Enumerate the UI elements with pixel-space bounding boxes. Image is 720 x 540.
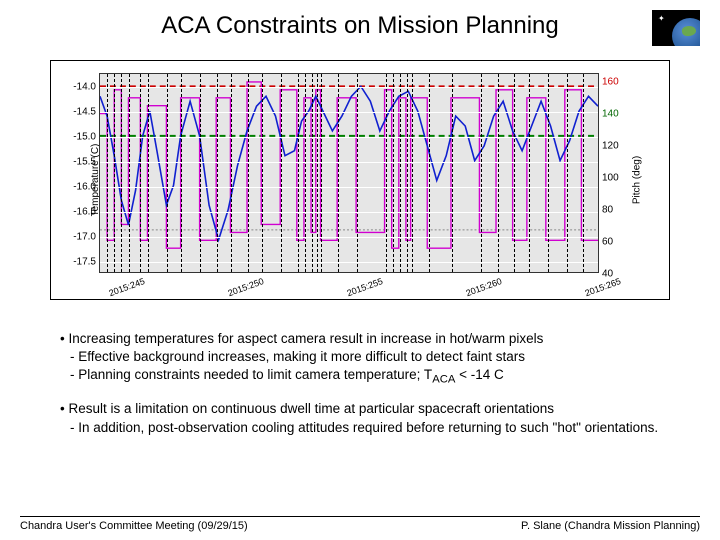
ytick-left: -15.5	[73, 156, 96, 167]
bullet-text: • Increasing temperatures for aspect cam…	[60, 330, 670, 449]
ytick-right: 80	[602, 205, 613, 216]
footer-right: P. Slane (Chandra Mission Planning)	[521, 520, 700, 532]
star-icon: ✦	[658, 14, 665, 23]
ytick-right: 100	[602, 173, 619, 184]
y-axis-right-label: Pitch (deg)	[631, 156, 642, 204]
bullet-1: • Increasing temperatures for aspect cam…	[60, 331, 543, 346]
ytick-right: 60	[602, 237, 613, 248]
xtick: 2015:245	[107, 276, 146, 298]
ytick-left: -14.0	[73, 81, 96, 92]
ytick-right: 120	[602, 141, 619, 152]
xtick: 2015:250	[226, 276, 265, 298]
bullet-1-sub2: - Planning constraints needed to limit c…	[70, 367, 504, 382]
bullet-2: • Result is a limitation on continuous d…	[60, 401, 554, 416]
footer: Chandra User's Committee Meeting (09/29/…	[20, 516, 700, 532]
ytick-left: -17.5	[73, 256, 96, 267]
ytick-right: 140	[602, 109, 619, 120]
bullet-1-sub1: - Effective background increases, making…	[70, 349, 525, 364]
chart-frame: Temperature (C) Pitch (deg) -14.0-14.5-1…	[50, 60, 670, 300]
slide: ACA Constraints on Mission Planning ✦ Te…	[0, 0, 720, 540]
logo: ✦	[652, 10, 700, 46]
ytick-right: 160	[602, 77, 619, 88]
page-title: ACA Constraints on Mission Planning	[0, 12, 720, 40]
earth-icon	[672, 18, 700, 46]
footer-left: Chandra User's Committee Meeting (09/29/…	[20, 520, 248, 532]
xtick: 2015:255	[345, 276, 384, 298]
ytick-left: -17.0	[73, 231, 96, 242]
ytick-left: -16.0	[73, 181, 96, 192]
chart-plot-area: -14.0-14.5-15.0-15.5-16.0-16.5-17.0-17.5…	[99, 73, 599, 273]
ytick-left: -15.0	[73, 131, 96, 142]
bullet-2-sub1: - In addition, post-observation cooling …	[70, 420, 658, 435]
xtick: 2015:260	[464, 276, 503, 298]
ytick-left: -14.5	[73, 106, 96, 117]
chart-svg	[100, 74, 598, 272]
ytick-left: -16.5	[73, 206, 96, 217]
